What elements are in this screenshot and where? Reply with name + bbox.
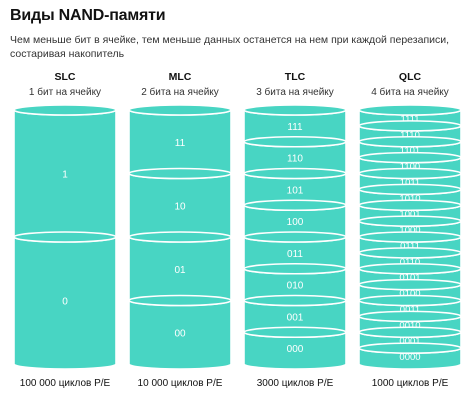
cell-segment-top: [358, 183, 462, 196]
cell-segment: 00: [128, 294, 232, 370]
cell-stack-svg: 10: [13, 104, 117, 370]
cell-segment-top: [358, 231, 462, 243]
cell-segment-top: [358, 294, 462, 307]
cell-level-label: 01: [174, 265, 186, 276]
cell-level-label: 00: [174, 328, 186, 339]
cell-level-label: 0111: [400, 241, 420, 252]
cell-level-label: 1000: [399, 225, 420, 236]
column-description: 3 бита на ячейку: [256, 87, 334, 98]
cell-segment-top: [243, 262, 347, 275]
cell-level-label: 1010: [399, 193, 420, 204]
cell-segment-top: [358, 151, 462, 164]
cell-stack-svg: 11 10 01 00: [128, 104, 232, 370]
cell-segment-top: [243, 294, 347, 307]
cell-segment-top: [358, 199, 462, 212]
cell-level-label: 111: [287, 122, 303, 133]
cell-level-label: 0000: [399, 352, 420, 363]
cell-segment: 01: [128, 231, 232, 307]
cell-level-label: 110: [287, 154, 303, 165]
cell-segment: 10: [128, 167, 232, 243]
cell-level-label: 011: [287, 249, 303, 260]
cell-level-label: 0001: [399, 336, 420, 347]
cell-segment-top: [128, 104, 232, 116]
cell-stack-svg: 111 110 101 100 011 010 001 000: [243, 104, 347, 370]
cell-segment-top: [358, 342, 462, 354]
column-name: MLC: [168, 71, 192, 83]
column-header-mlc: MLC 2 бита на ячейку: [128, 70, 232, 100]
cell-level-label: 000: [287, 344, 304, 355]
cell-level-label: 0: [62, 297, 68, 308]
column-name: QLC: [398, 71, 422, 83]
cell-segment-top: [128, 231, 232, 243]
cell-segment-top: [243, 135, 347, 148]
cycles-label-qlc: 1000 циклов P/E: [371, 378, 449, 389]
diagram-subtitle: Чем меньше бит в ячейке, тем меньше данн…: [10, 34, 450, 60]
cell-level-label: 1100: [400, 162, 420, 173]
column-description: 1 бит на ячейку: [28, 87, 102, 98]
column-name: TLC: [284, 71, 306, 83]
cell-level-label: 1110: [400, 130, 420, 141]
cell-segment-top: [358, 104, 462, 116]
cell-stack-tlc: 111 110 101 100 011 010 001 000: [243, 104, 347, 370]
cell-segment-top: [358, 262, 462, 275]
cell-segment-top: [358, 247, 462, 259]
cell-level-label: 1111: [400, 114, 419, 125]
cell-level-label: 1101: [400, 146, 420, 157]
cell-segment-top: [128, 167, 232, 180]
cell-level-label: 010: [287, 281, 304, 292]
column-header-qlc: QLC 4 бита на ячейку: [358, 70, 462, 100]
cell-segment-top: [243, 104, 347, 116]
cell-level-label: 0101: [399, 273, 420, 284]
cell-segment-top: [243, 199, 347, 212]
cell-stack-qlc: 1111 1110 1101 1100 1011 1010 1001 1000 0111 0110…: [358, 104, 462, 370]
cell-segment-top: [358, 215, 462, 227]
cell-segment: 1: [13, 104, 117, 243]
column-name: SLC: [54, 71, 76, 83]
cell-segment-top: [358, 120, 462, 132]
cell-segment: 000: [243, 326, 347, 370]
cell-segment: 0000: [358, 342, 462, 370]
cell-segment-top: [358, 167, 462, 180]
cell-level-label: 1001: [399, 209, 420, 220]
cell-segment-top: [128, 294, 232, 307]
cell-stack-svg: 1111 1110 1101 1100 1011 1010 1001 1000 0111 0110…: [358, 104, 462, 370]
cell-segment-top: [243, 231, 347, 243]
cell-segment: 11: [128, 104, 232, 180]
cell-segment-top: [358, 135, 462, 148]
cell-level-label: 1: [62, 170, 68, 181]
cell-segment: 0: [13, 231, 117, 370]
cell-level-label: 100: [287, 217, 304, 228]
cell-level-label: 10: [174, 201, 186, 212]
cell-segment-top: [243, 167, 347, 180]
cycles-label-mlc: 10 000 циклов P/E: [137, 378, 223, 389]
cell-level-label: 11: [175, 138, 186, 149]
cell-level-label: 0011: [400, 304, 420, 315]
cell-segment-top: [358, 326, 462, 339]
column-description: 4 бита на ячейку: [371, 87, 449, 98]
cell-segment-top: [13, 231, 117, 243]
cell-segment-top: [243, 326, 347, 339]
cell-stack-mlc: 11 10 01 00: [128, 104, 232, 370]
cell-level-label: 1011: [400, 177, 420, 188]
cycles-label-slc: 100 000 циклов P/E: [19, 378, 111, 389]
cell-level-label: 001: [287, 312, 304, 323]
diagram-title: Виды NAND-памяти: [10, 7, 166, 24]
column-header-slc: SLC 1 бит на ячейку: [13, 70, 117, 100]
cell-segment-top: [358, 278, 462, 291]
cell-segment-top: [13, 104, 117, 116]
cell-level-label: 0110: [400, 257, 420, 268]
cell-segment-top: [358, 310, 462, 323]
cycles-label-tlc: 3000 циклов P/E: [256, 378, 334, 389]
cell-level-label: 0010: [399, 320, 420, 331]
column-header-tlc: TLC 3 бита на ячейку: [243, 70, 347, 100]
cell-level-label: 101: [287, 185, 304, 196]
column-description: 2 бита на ячейку: [141, 87, 219, 98]
cell-level-label: 0100: [399, 289, 420, 300]
